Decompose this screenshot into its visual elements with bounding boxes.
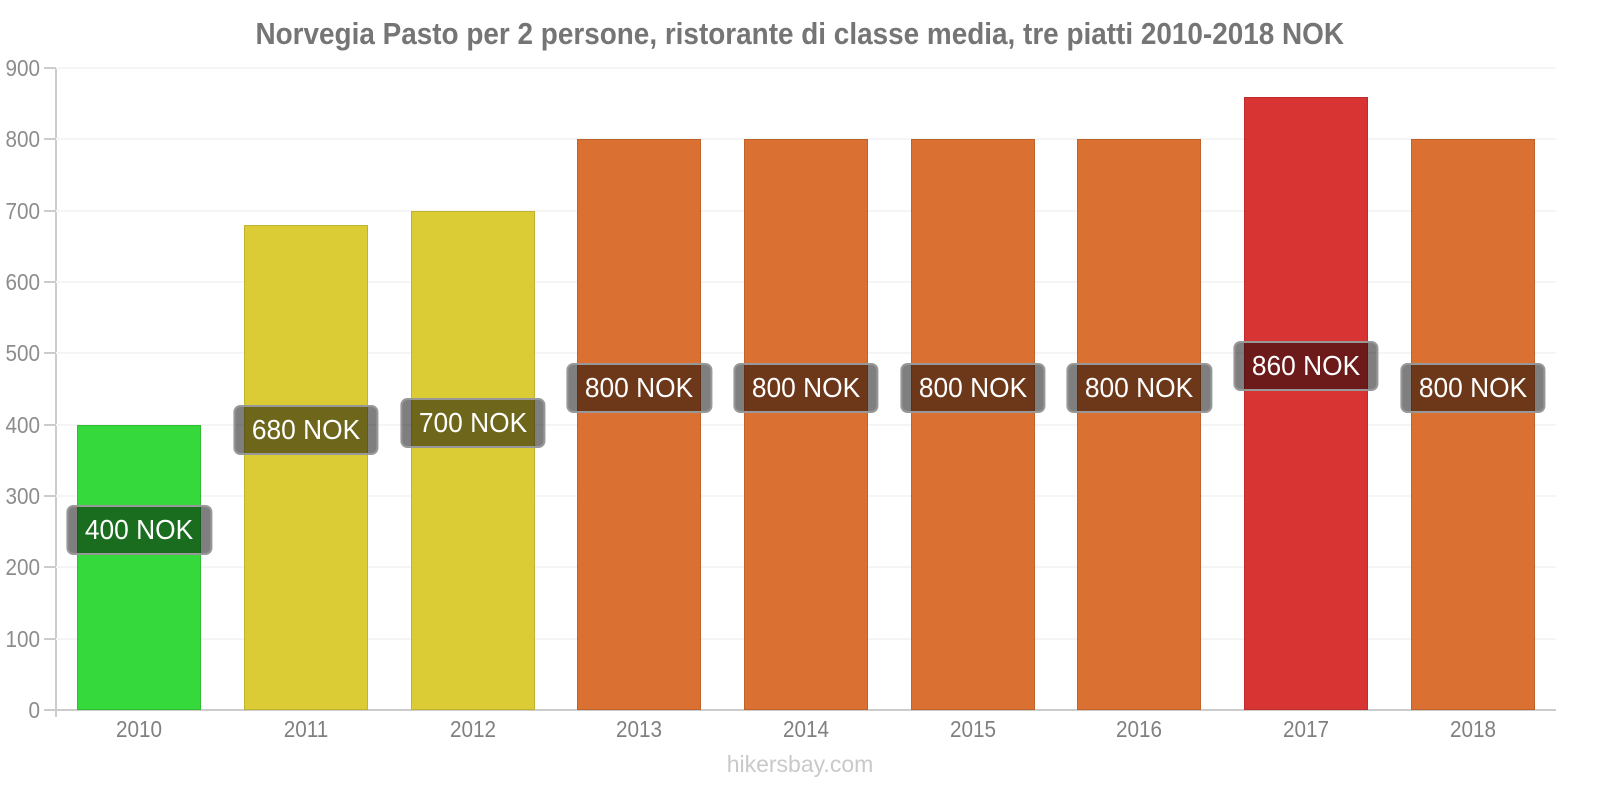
bar-value-text: 800 NOK <box>1085 371 1194 403</box>
y-axis-tick <box>44 138 56 141</box>
y-axis-tick <box>44 209 56 212</box>
x-axis-label-2012: 2012 <box>449 716 496 742</box>
bar-value-text: 700 NOK <box>418 407 527 439</box>
bar-value-label-2015: 800 NOK <box>900 362 1046 413</box>
bar-2016[interactable] <box>1077 139 1202 710</box>
y-axis-tick-label: 0 <box>28 697 40 723</box>
bar-value-label-2017: 860 NOK <box>1233 341 1379 392</box>
bar-2018[interactable] <box>1410 139 1535 710</box>
bar-2014[interactable] <box>744 139 868 710</box>
y-axis-tick-label: 500 <box>5 340 40 367</box>
y-axis-tick-label: 300 <box>5 483 40 509</box>
bar-2017[interactable] <box>1244 96 1368 710</box>
y-axis-tick <box>44 281 56 283</box>
x-axis-label-2013: 2013 <box>616 716 663 742</box>
bar-value-text: 800 NOK <box>918 371 1027 403</box>
bar-2015[interactable] <box>910 139 1035 710</box>
x-axis-line <box>44 709 1556 711</box>
y-axis-line <box>55 68 57 717</box>
chart-title-text: Norvegia Pasto per 2 persone, ristorante… <box>255 16 1345 51</box>
bar-2011[interactable] <box>244 224 368 710</box>
y-axis-tick <box>44 67 56 69</box>
bar-2013[interactable] <box>577 139 702 710</box>
y-axis-tick-label: 200 <box>5 554 40 581</box>
x-axis-label-2016: 2016 <box>1116 716 1163 742</box>
bar-2010[interactable] <box>77 424 202 710</box>
x-axis-label-2014: 2014 <box>782 716 830 742</box>
bar-value-text: 800 NOK <box>751 371 861 403</box>
bar-value-label-2016: 800 NOK <box>1066 362 1212 413</box>
bar-value-text: 860 NOK <box>1251 350 1361 382</box>
bar-value-label-2018: 800 NOK <box>1400 362 1546 413</box>
bar-value-text: 800 NOK <box>585 371 694 403</box>
bar-2012[interactable] <box>410 210 535 710</box>
y-axis-tick <box>44 423 56 426</box>
y-axis-tick-label: 700 <box>5 197 40 224</box>
x-axis-label-2010: 2010 <box>116 716 163 742</box>
y-axis-tick <box>44 709 56 711</box>
chart-title: Norvegia Pasto per 2 persone, ristorante… <box>0 16 1600 52</box>
x-axis-label-2017: 2017 <box>1282 716 1330 742</box>
y-axis-tick <box>44 352 56 355</box>
bar-value-label-2014: 800 NOK <box>733 362 879 413</box>
footer-watermark: hikersbay.com <box>726 751 874 777</box>
gridline <box>56 138 1556 141</box>
x-axis-label-2015: 2015 <box>949 716 996 742</box>
y-axis-tick-label: 100 <box>5 625 40 652</box>
gridline <box>56 67 1556 69</box>
bar-value-label-2011: 680 NOK <box>233 405 379 456</box>
y-axis-tick <box>44 495 56 497</box>
bar-value-text: 800 NOK <box>1418 371 1527 403</box>
bar-value-label-2012: 700 NOK <box>400 398 546 449</box>
y-axis-tick-label: 400 <box>5 411 40 438</box>
y-axis-tick-label: 600 <box>5 269 40 295</box>
bar-value-label-2013: 800 NOK <box>566 362 712 413</box>
y-axis-tick-label: 800 <box>5 126 40 153</box>
y-axis-tick-label: 900 <box>5 55 40 81</box>
x-axis-label-2011: 2011 <box>283 716 329 742</box>
x-axis-label-2018: 2018 <box>1449 716 1496 742</box>
bar-value-text: 400 NOK <box>85 514 194 546</box>
bar-value-text: 680 NOK <box>251 414 361 446</box>
y-axis-tick <box>44 637 56 640</box>
bar-value-label-2010: 400 NOK <box>66 505 212 556</box>
y-axis-tick <box>44 566 56 569</box>
